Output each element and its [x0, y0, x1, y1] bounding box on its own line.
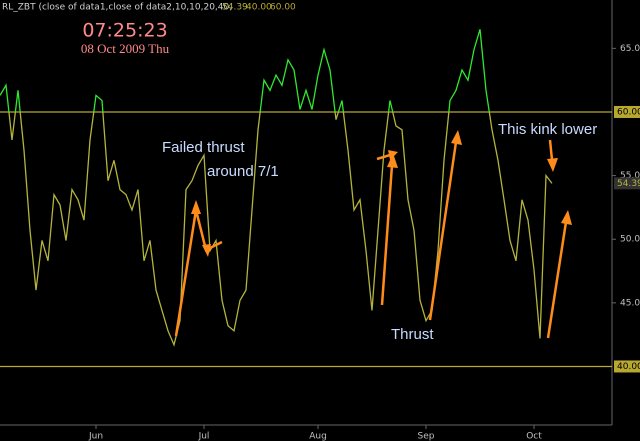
y-tick-label: 55.00	[620, 171, 640, 181]
reference-label: 60.00	[617, 107, 640, 117]
label-box	[614, 360, 640, 373]
clock: 07:25:23	[82, 20, 167, 42]
annotation: Failed thrust	[162, 139, 245, 156]
reference-label: 40.00	[617, 362, 640, 372]
annotation: Thrust	[391, 326, 434, 343]
arrows	[174, 130, 572, 339]
label-box	[614, 105, 640, 118]
header-value: 54.39	[222, 3, 248, 13]
annotation: around 7/1	[207, 163, 279, 180]
x-tick-label: Jul	[198, 432, 210, 441]
x-tick-label: Jun	[88, 432, 103, 441]
header-value: 60.00	[270, 3, 296, 13]
annotation: This kink lower	[498, 121, 597, 138]
x-tick-label: Sep	[418, 432, 435, 441]
header-value: 40.00	[246, 3, 272, 13]
label-box	[614, 177, 640, 190]
y-tick-label: 65.00	[620, 44, 640, 54]
y-tick-label: 45.00	[620, 298, 640, 308]
y-tick-label: 50.00	[620, 235, 640, 245]
x-tick-label: Aug	[309, 432, 327, 441]
date: 08 Oct 2009 Thu	[81, 41, 170, 56]
x-tick-label: Oct	[526, 432, 542, 441]
oscillator-line	[0, 29, 553, 347]
indicator-name: RL_ZBT (close of data1,close of data2,10…	[2, 3, 232, 13]
last-value-label: 54.39	[617, 179, 640, 189]
